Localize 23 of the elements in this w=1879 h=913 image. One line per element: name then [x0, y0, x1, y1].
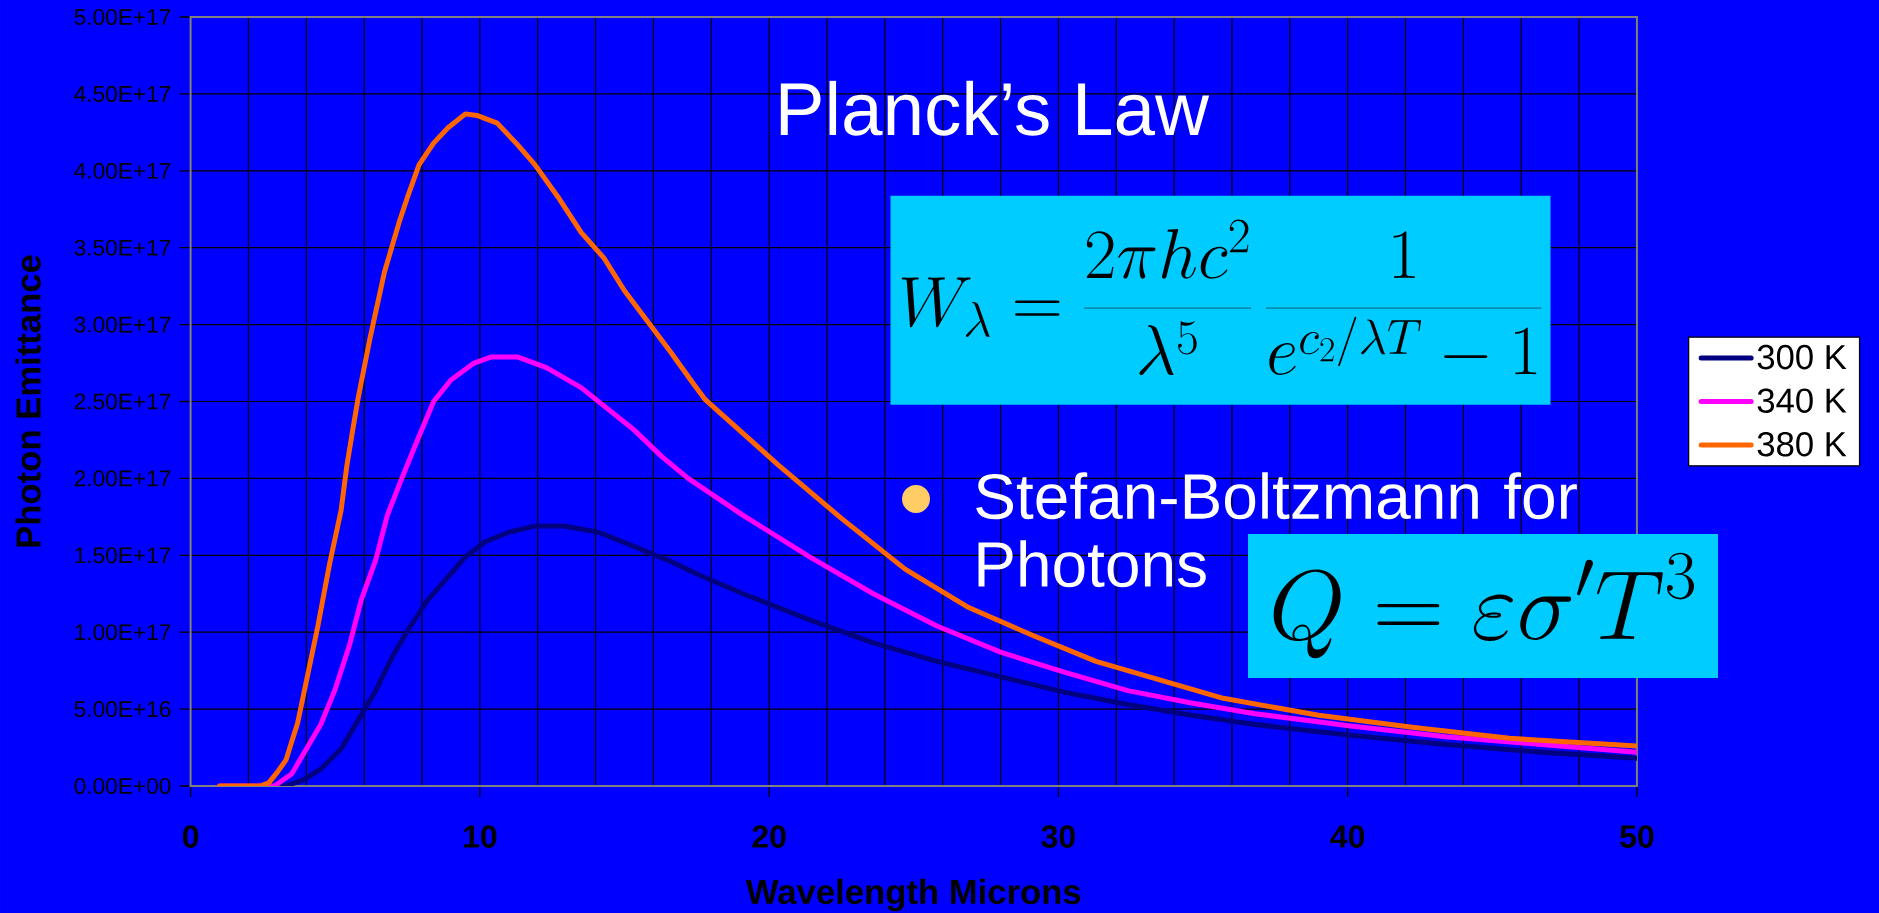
y-tick-label: 4.50E+17	[74, 85, 171, 102]
y-tick-label: 4.00E+17	[74, 162, 171, 179]
x-tick-label: 50	[1620, 825, 1654, 848]
annotation: $W_{\lambda} = \frac{2\pi hc^{2}}{\lambda^{5}}\,\frac{1}{e^{c_{2}/\lambda T}-1}$	[901, 219, 1542, 376]
y-tick-label: 3.00E+17	[74, 316, 171, 333]
x-axis-title: Wavelength Microns	[745, 878, 1081, 912]
y-tick-label: 1.00E+17	[75, 624, 171, 641]
y-tick-label: 3.50E+17	[74, 239, 171, 256]
y-tick-label: 2.00E+17	[74, 470, 171, 487]
y-axis-title: Photon Emittance	[15, 255, 41, 547]
x-tick-label: 10	[464, 825, 497, 848]
y-tick-label: 5.00E+17	[74, 8, 171, 26]
x-tick-label: 20	[752, 825, 786, 848]
legend-label: 340 K	[1757, 388, 1847, 413]
legend-label: 300 K	[1757, 344, 1847, 370]
legend-label: 380 K	[1757, 431, 1847, 457]
y-tick-label: 2.50E+17	[74, 393, 171, 410]
y-tick-label: 1.50E+17	[75, 547, 171, 564]
x-tick-label: 30	[1041, 825, 1075, 848]
x-tick-label: 0	[182, 825, 199, 848]
y-tick-label: 0.00E+00	[74, 777, 171, 795]
x-tick-label: 40	[1330, 825, 1365, 848]
y-tick-label: 5.00E+16	[74, 701, 171, 718]
